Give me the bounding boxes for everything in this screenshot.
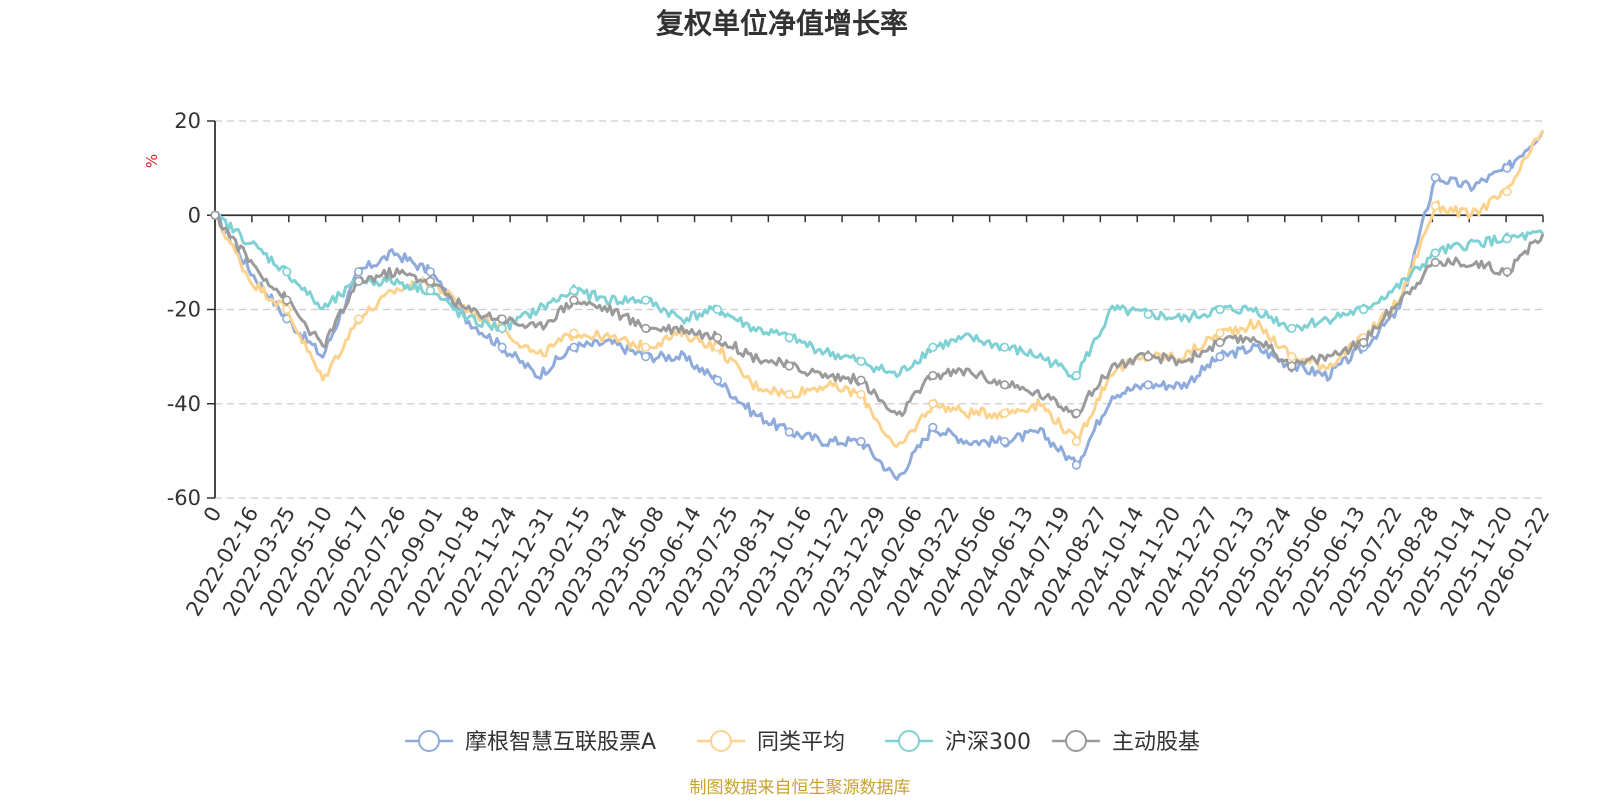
series-3-point-0 xyxy=(210,210,220,220)
series-0-point-16 xyxy=(784,427,794,437)
series-2-point-28 xyxy=(1215,304,1225,315)
series-3-point-14 xyxy=(712,333,723,343)
series-3-point-20 xyxy=(928,370,938,381)
series-1-point-4 xyxy=(353,314,364,324)
series-0-point-18 xyxy=(856,436,866,447)
series-3-point-30 xyxy=(1287,361,1297,371)
series-3-point-8 xyxy=(497,314,507,324)
series-1-point-20 xyxy=(928,399,938,409)
series-0-point-34 xyxy=(1430,172,1440,183)
series-1-point-30 xyxy=(1287,352,1297,362)
series-1-point-12 xyxy=(641,342,651,352)
series-3-point-12 xyxy=(641,323,651,333)
series-0-point-12 xyxy=(641,352,651,362)
series-0-point-14 xyxy=(712,375,723,385)
series-1-point-14 xyxy=(712,342,723,352)
legend-label-3: 主动股基 xyxy=(1112,730,1200,755)
series-1-point-24 xyxy=(1071,436,1082,447)
legend-marker-3 xyxy=(1065,730,1087,752)
series-2-point-20 xyxy=(928,342,938,352)
legend-label-2: 沪深300 xyxy=(945,730,1031,755)
series-0-point-36 xyxy=(1502,163,1512,173)
y-tick-label-4: 20 xyxy=(174,109,201,133)
series-0-point-6 xyxy=(425,267,435,277)
data-source-note: 制图数据来自恒生聚源数据库 xyxy=(690,778,911,798)
series-1-point-2 xyxy=(282,304,292,315)
series-2-point-36 xyxy=(1502,234,1512,244)
series-1-point-18 xyxy=(856,389,866,399)
series-2-point-18 xyxy=(856,356,866,366)
series-3-point-36 xyxy=(1502,267,1512,277)
y-tick-label-3: 0 xyxy=(188,203,201,227)
series-0-point-8 xyxy=(497,342,507,352)
legend: 摩根智慧互联股票A 同类平均 沪深300 主动股基 xyxy=(405,730,1200,755)
x-tick-label-0: 0 xyxy=(199,503,226,527)
series-3-point-18 xyxy=(856,375,866,385)
series-2-point-22 xyxy=(1000,342,1010,352)
y-tick-label-0: -60 xyxy=(167,486,201,510)
series-3-point-32 xyxy=(1358,337,1369,348)
series-0-point-20 xyxy=(928,422,938,432)
series-3-point-16 xyxy=(784,361,794,371)
series-2-point-14 xyxy=(712,304,723,315)
series-0-point-26 xyxy=(1143,380,1153,390)
series-line-2 xyxy=(213,211,1545,381)
series-lines xyxy=(210,129,1545,481)
series-2-point-12 xyxy=(641,295,651,305)
y-axis-unit: % xyxy=(143,154,161,168)
series-3-point-22 xyxy=(1000,380,1010,390)
axes: -60-40-2002002022-02-162022-03-252022-05… xyxy=(167,109,1555,620)
series-1-point-28 xyxy=(1215,328,1225,338)
series-3-point-10 xyxy=(569,295,579,305)
series-1-point-22 xyxy=(1000,408,1010,418)
series-line-3 xyxy=(214,212,1545,419)
legend-label-0: 摩根智慧互联股票A xyxy=(465,730,656,755)
series-1-point-10 xyxy=(569,328,579,338)
grid-lines xyxy=(215,120,1543,499)
series-0-point-24 xyxy=(1071,460,1082,470)
series-2-point-10 xyxy=(569,286,579,296)
legend-label-1: 同类平均 xyxy=(757,730,845,755)
series-0-point-28 xyxy=(1215,352,1225,362)
series-line-0 xyxy=(215,129,1545,481)
series-0-point-4 xyxy=(353,267,364,277)
series-3-point-26 xyxy=(1143,352,1153,362)
series-3-point-28 xyxy=(1215,337,1225,348)
series-2-point-24 xyxy=(1071,370,1082,381)
chart-title: 复权单位净值增长率 xyxy=(656,7,908,40)
series-2-point-6 xyxy=(425,286,435,296)
series-0-point-22 xyxy=(1000,436,1010,447)
series-1-point-36 xyxy=(1502,187,1512,197)
legend-marker-0 xyxy=(418,730,440,752)
series-2-point-34 xyxy=(1430,248,1440,258)
legend-marker-2 xyxy=(898,730,920,752)
series-3-point-34 xyxy=(1430,257,1440,267)
y-tick-label-2: -20 xyxy=(167,298,201,322)
series-1-point-34 xyxy=(1430,201,1440,211)
series-3-point-24 xyxy=(1071,408,1082,418)
series-2-point-26 xyxy=(1143,309,1153,319)
series-2-point-8 xyxy=(497,323,507,333)
series-2-point-2 xyxy=(282,267,292,277)
series-2-point-16 xyxy=(784,333,794,343)
series-2-point-32 xyxy=(1358,304,1369,315)
series-3-point-4 xyxy=(353,276,364,286)
legend-marker-1 xyxy=(710,730,732,752)
series-3-point-6 xyxy=(425,276,435,286)
series-1-point-16 xyxy=(784,389,794,399)
series-3-point-2 xyxy=(282,295,292,305)
y-tick-label-1: -40 xyxy=(167,392,201,416)
series-2-point-30 xyxy=(1287,323,1297,333)
series-0-point-10 xyxy=(569,342,579,352)
